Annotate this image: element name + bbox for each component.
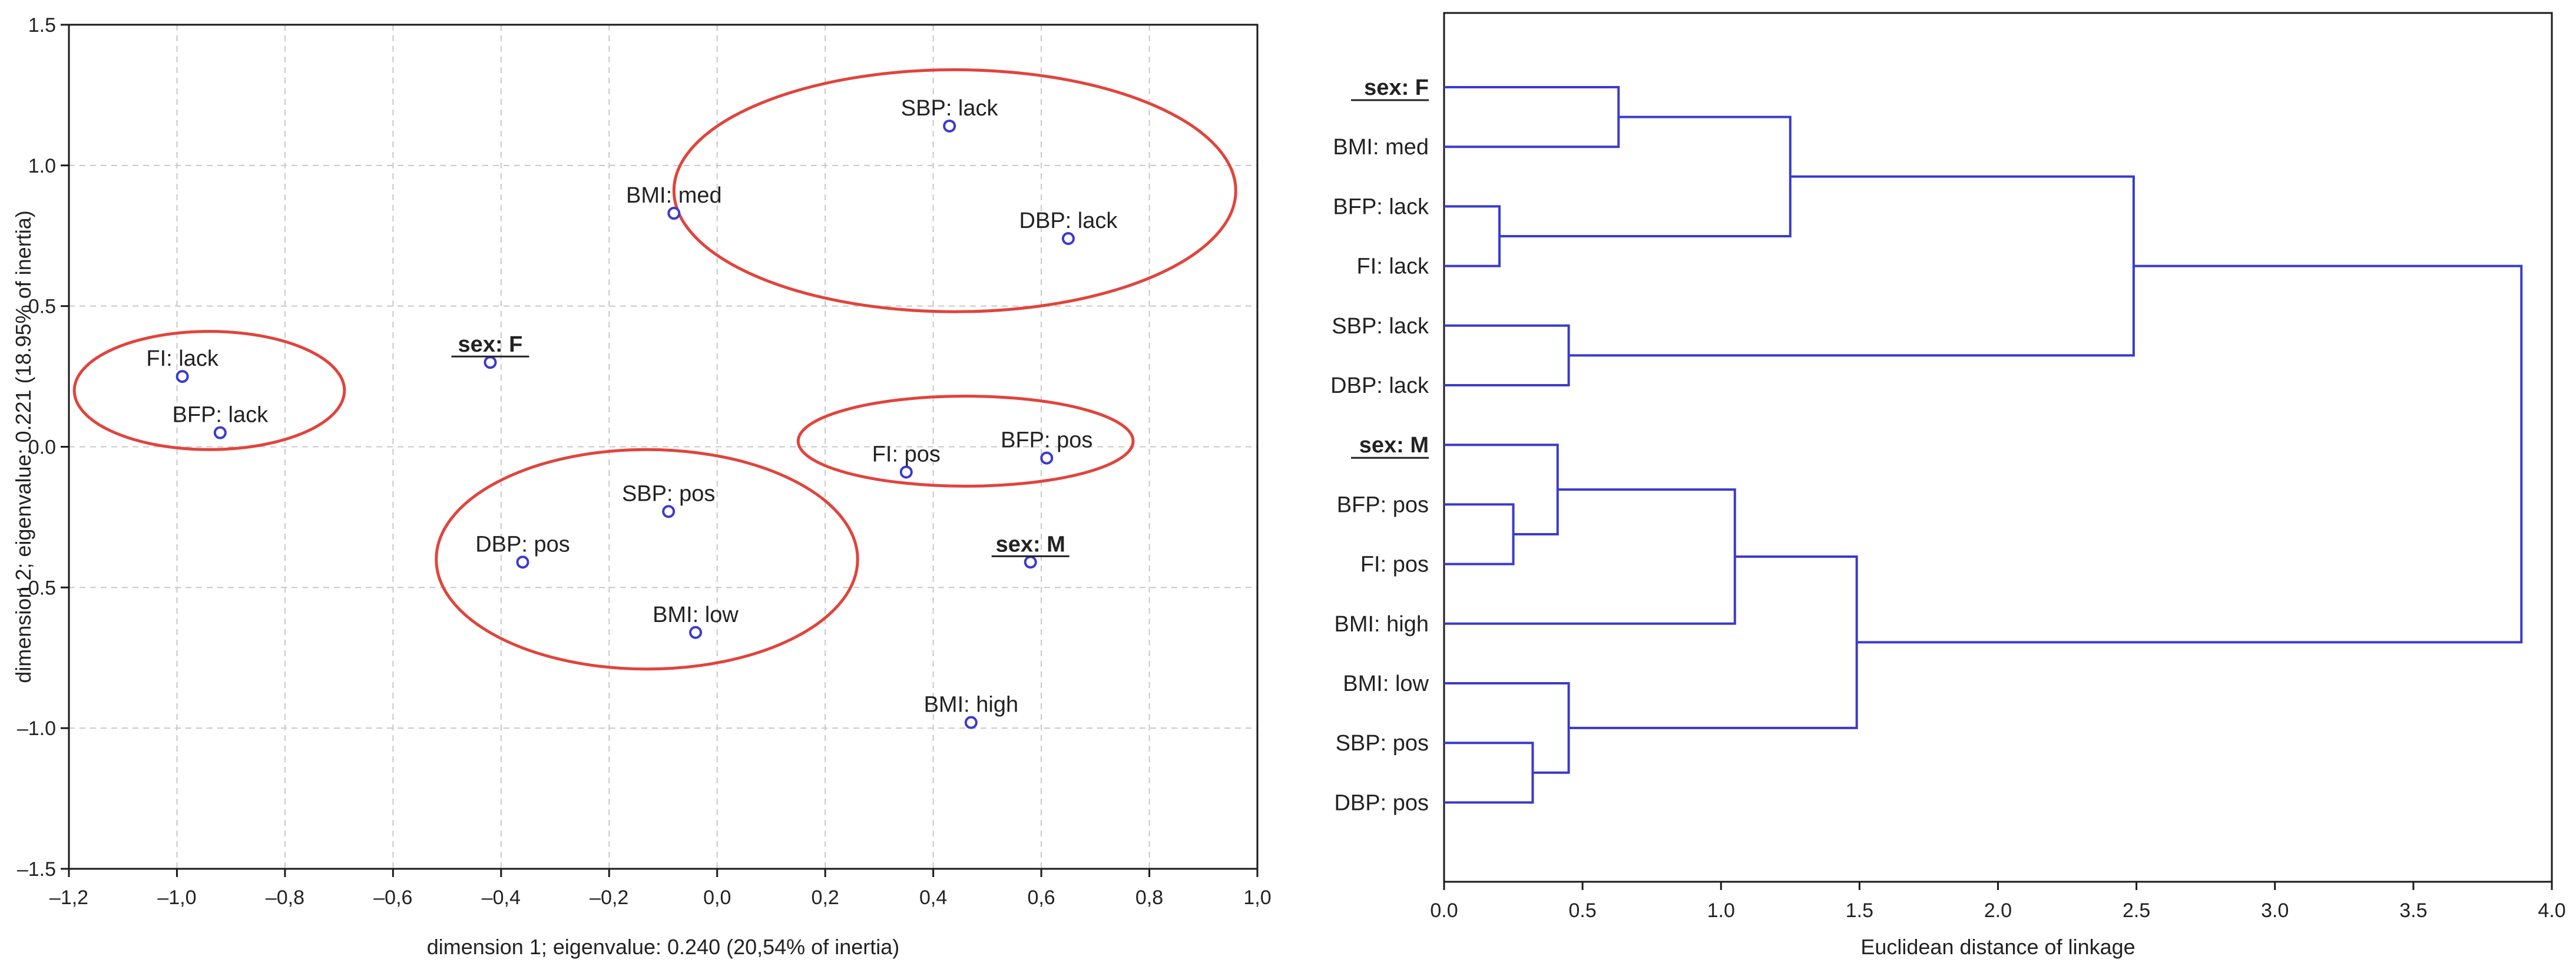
dendrogram-x-tick-label: 4.0 [2538, 899, 2565, 922]
dendrogram-x-axis-label: Euclidean distance of linkage [1860, 935, 2135, 959]
dendrogram-x-tick-label: 2.0 [1984, 899, 2012, 922]
dendrogram-leaf-label: FI: lack [1357, 254, 1429, 279]
scatter-points: SBP: lack BMI: med DBP: lack FI: lack sex: F… [146, 96, 1118, 729]
dendrogram-leaf-label: SBP: pos [1336, 731, 1429, 756]
dendrogram-leaf-label: BMI: high [1334, 612, 1429, 637]
dendrogram-leaf-label: DBP: pos [1334, 790, 1429, 815]
scatter-point-label: BMI: high [924, 693, 1019, 717]
dendrogram-leaf-label: BFP: pos [1337, 492, 1429, 517]
scatter-point [176, 370, 189, 383]
scatter-point-label: BFP: pos [1001, 428, 1092, 453]
scatter-point-label: SBP: lack [901, 96, 999, 121]
scatter-x-tick-label: 0,4 [919, 886, 947, 909]
scatter-x-tick-label: ‒0,8 [266, 886, 304, 909]
scatter-y-tick-label: ‒1.0 [17, 717, 56, 740]
scatter-ellipses [72, 68, 1237, 671]
cluster-ellipse [72, 330, 346, 451]
scatter-point [943, 119, 956, 133]
scatter-x-tick-label: ‒0,2 [590, 886, 628, 909]
scatter-y-tick-label: 0.5 [28, 296, 56, 318]
dendrogram-panel: sex: F BMI: med BFP: lack FI: lack SBP: lack… [1330, 12, 2566, 959]
dendrogram-link [1444, 86, 1620, 148]
scatter-point-label: FI: lack [146, 346, 218, 371]
dendrogram-link [1444, 444, 1559, 535]
scatter-point [484, 356, 497, 369]
dendrogram-link [1444, 503, 1515, 565]
dendrogram-leaf-labels: sex: F BMI: med BFP: lack FI: lack SBP: lack… [1330, 75, 1429, 815]
scatter-point-label: DBP: pos [475, 532, 570, 557]
scatter-y-tick-label: 1.0 [28, 155, 56, 177]
scatter-ticks: ‒1,2 ‒1,0 ‒0,8 ‒0,6 ‒0,4 ‒0,2 0,0 0,2 0,4 0,6 0,8 1… [17, 14, 1272, 909]
scatter-point [667, 207, 681, 220]
scatter-x-axis-label: dimension 1; eigenvalue: 0.240 (20,54% o… [427, 935, 900, 959]
dendrogram-leaf-label: sex: M [1359, 433, 1429, 458]
scatter-point-label: DBP: lack [1019, 209, 1118, 233]
scatter-x-tick-label: ‒1,0 [157, 886, 196, 909]
scatter-y-axis-label: dimension 2; eigenvalue: 0.221 (18.95% o… [11, 210, 35, 683]
dendrogram-x-tick-label: 2.5 [2123, 899, 2150, 922]
dendrogram-link [1444, 682, 1570, 774]
scatter-point-label: FI: pos [872, 442, 941, 467]
dendrogram-x-tick-label: 3.0 [2261, 899, 2289, 922]
scatter-x-tick-label: ‒0,4 [482, 886, 521, 909]
dendrogram-x-tick-label: 3.5 [2399, 899, 2427, 922]
dendrogram-leaf-label: BMI: low [1343, 671, 1429, 696]
scatter-y-tick-label: 0.0 [28, 436, 56, 459]
dendrogram-link [1568, 175, 2135, 357]
dendrogram-link [1444, 488, 1736, 625]
scatter-point-label: BMI: low [653, 603, 739, 627]
scatter-plot-panel: ‒1,2 ‒1,0 ‒0,8 ‒0,6 ‒0,4 ‒0,2 0,0 0,2 0,4 0,6 0,8 1… [11, 14, 1272, 959]
scatter-point [1061, 232, 1075, 246]
dendrogram-link [1856, 264, 2523, 644]
scatter-point [964, 716, 978, 729]
dendrogram-leaf-label: BFP: lack [1333, 194, 1429, 219]
scatter-x-tick-label: 0,2 [812, 886, 839, 909]
scatter-point [1040, 451, 1054, 465]
dendrogram-leaf-label: BMI: med [1333, 135, 1429, 160]
scatter-x-tick-label: 0,6 [1027, 886, 1055, 909]
scatter-y-tick-label: ‒1.5 [17, 858, 56, 881]
cluster-ellipse [672, 68, 1237, 313]
scatter-x-tick-label: ‒0,6 [373, 886, 412, 909]
cluster-ellipse [796, 395, 1135, 488]
scatter-point [1024, 555, 1037, 569]
scatter-point [899, 465, 913, 479]
dendrogram-plot-area [1443, 12, 2553, 883]
dendrogram-x-tick-label: 0.5 [1568, 899, 1596, 922]
dendrogram-x-tick-label: 0.0 [1430, 899, 1458, 922]
scatter-point-label: BMI: med [626, 183, 722, 208]
dendrogram-ticks: 0.0 0.5 1.0 1.5 2.0 2.5 3.0 3.5 4.0 [1430, 882, 2566, 922]
scatter-point-label: SBP: pos [622, 481, 715, 506]
scatter-point [689, 626, 703, 639]
scatter-y-tick-label: ‒0.5 [17, 577, 56, 599]
scatter-x-tick-label: ‒1,2 [49, 886, 88, 909]
dendrogram-link [1499, 115, 1792, 237]
scatter-point [516, 555, 529, 569]
scatter-point-label: sex: M [996, 532, 1065, 557]
dendrogram-link [1444, 742, 1534, 804]
dendrogram-link [1568, 555, 1858, 729]
scatter-point-label: sex: F [458, 332, 523, 357]
dendrogram-leaf-label: sex: F [1364, 75, 1429, 100]
scatter-y-tick-label: 1.5 [28, 14, 56, 37]
dendrogram-leaf-label: SBP: lack [1332, 314, 1429, 339]
dendrogram-link [1444, 324, 1570, 386]
scatter-grid [69, 25, 1257, 869]
scatter-x-tick-label: 1,0 [1243, 886, 1271, 909]
scatter-x-tick-label: 0,0 [703, 886, 731, 909]
dendrogram-x-tick-label: 1.0 [1707, 899, 1735, 922]
scatter-x-tick-label: 0,8 [1135, 886, 1163, 909]
dendrogram-links [1444, 86, 2523, 804]
dendrogram-x-tick-label: 1.5 [1846, 899, 1873, 922]
dendrogram-link [1444, 205, 1501, 267]
scatter-point [662, 505, 676, 518]
dendrogram-leaf-label: FI: pos [1360, 553, 1429, 577]
scatter-point-label: BFP: lack [173, 403, 269, 428]
cluster-ellipse [435, 448, 859, 671]
scatter-point [213, 426, 227, 439]
dendrogram-leaf-label: DBP: lack [1330, 373, 1429, 398]
